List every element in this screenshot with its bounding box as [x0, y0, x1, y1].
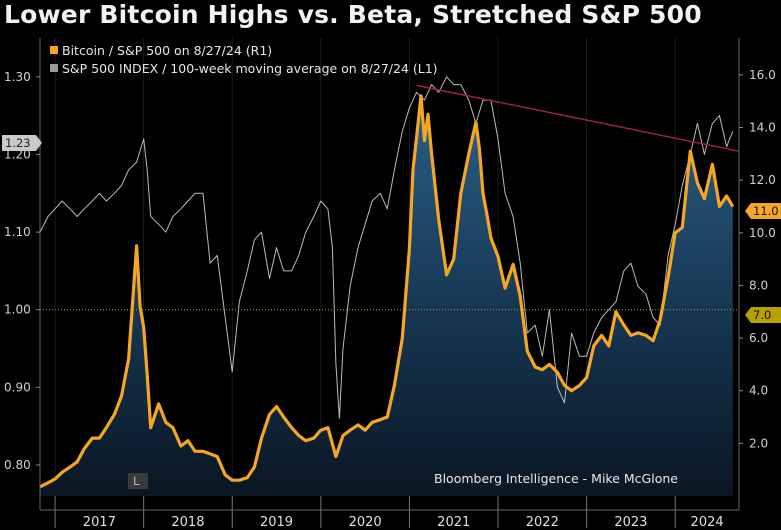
- left-tick-label: 0.80: [4, 458, 31, 472]
- right-tick-label: 16.0: [749, 68, 776, 82]
- left-tick-label: 0.90: [4, 380, 31, 394]
- legend-swatch-sp500: [50, 64, 58, 72]
- chart-credit: Bloomberg Intelligence - Mike McGlone: [434, 471, 678, 486]
- right-ref-badge: 7.0: [745, 307, 781, 323]
- legend-label-sp500: S&P 500 INDEX / 100-week moving average …: [62, 61, 438, 76]
- legend-label-bitcoin: Bitcoin / S&P 500 on 8/27/24 (R1): [62, 43, 272, 58]
- left-value-badge: 1.23: [2, 135, 42, 151]
- left-tick-label: 1.00: [4, 303, 31, 317]
- right-tick-label: 14.0: [749, 120, 776, 134]
- left-tick-label: 1.10: [4, 225, 31, 239]
- bitcoin-ratio-area: [40, 95, 733, 497]
- x-tick-label: 2019: [260, 515, 293, 530]
- right-ref-badge-text: 7.0: [753, 308, 771, 322]
- sp500-ratio-line: [39, 76, 734, 419]
- right-value-badge-text: 11.0: [753, 204, 779, 218]
- bottom-marker-text: L: [133, 474, 140, 488]
- right-tick-label: 10.0: [749, 226, 776, 240]
- trendline-group: [416, 84, 740, 152]
- x-tick-label: 2021: [437, 515, 470, 530]
- bottom-marker-badge: L: [128, 473, 148, 489]
- right-tick-label: 12.0: [749, 173, 776, 187]
- x-tick-label: 2024: [691, 515, 724, 530]
- right-tick-label: 6.0: [749, 331, 768, 345]
- bitcoin-ratio-line: [39, 94, 735, 489]
- right-tick-label: 8.0: [749, 278, 768, 292]
- bitcoin-area-fill: [40, 95, 733, 497]
- x-tick-label: 2017: [83, 515, 116, 530]
- x-tick-label: 2023: [614, 515, 647, 530]
- left-value-badge-text: 1.23: [5, 136, 31, 150]
- lower-highs-trendline: [416, 84, 740, 152]
- x-tick-label: 2018: [171, 515, 204, 530]
- left-tick-label: 1.30: [4, 70, 31, 84]
- right-value-badge: 11.0: [745, 203, 781, 219]
- right-tick-label: 4.0: [749, 384, 768, 398]
- legend: Bitcoin / S&P 500 on 8/27/24 (R1) S&P 50…: [50, 43, 438, 76]
- right-tick-label: 2.0: [749, 436, 768, 450]
- x-tick-label: 2020: [349, 515, 382, 530]
- x-tick-label: 2022: [526, 515, 559, 530]
- chart-title: Lower Bitcoin Highs vs. Beta, Stretched …: [4, 0, 702, 29]
- legend-swatch-bitcoin: [50, 46, 58, 54]
